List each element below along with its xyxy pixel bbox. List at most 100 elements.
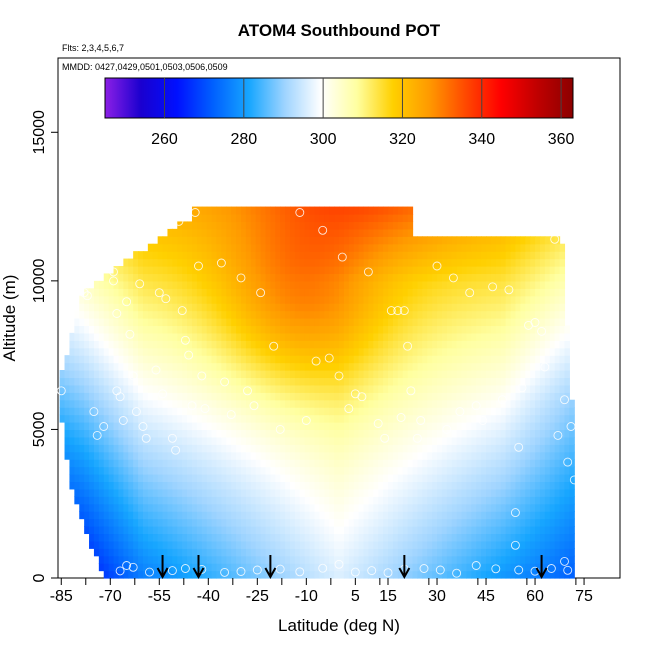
field-cell: [417, 251, 423, 260]
field-cell: [123, 362, 129, 371]
field-cell: [549, 340, 556, 349]
field-cell: [353, 436, 360, 445]
field-cell: [549, 496, 556, 505]
field-cell: [520, 347, 526, 356]
field-cell: [461, 422, 468, 431]
field-cell: [285, 206, 291, 215]
field-cell: [549, 295, 556, 304]
field-cell: [451, 451, 458, 460]
field-cell: [265, 474, 271, 483]
field-cell: [383, 362, 389, 371]
field-cell: [559, 444, 566, 453]
field-cell: [221, 511, 227, 520]
field-cell: [74, 325, 80, 334]
field-cell: [378, 355, 384, 364]
field-cell: [211, 206, 218, 215]
field-cell: [128, 280, 134, 289]
field-cell: [339, 422, 345, 431]
field-cell: [432, 533, 438, 542]
field-cell: [142, 474, 149, 483]
field-cell: [138, 399, 144, 408]
field-cell: [270, 436, 276, 445]
field-cell: [378, 236, 384, 245]
field-cell: [417, 422, 423, 431]
field-cell: [167, 518, 173, 527]
field-cell: [554, 377, 561, 386]
field-cell: [255, 288, 262, 297]
field-cell: [417, 474, 423, 483]
field-cell: [481, 295, 487, 304]
sample-point: [135, 279, 145, 289]
field-cell: [373, 511, 379, 520]
field-cell: [255, 563, 262, 572]
field-cell: [363, 496, 370, 505]
field-cell: [339, 451, 345, 460]
field-cell: [206, 444, 213, 453]
field-cell: [216, 518, 222, 527]
field-cell: [304, 377, 311, 386]
field-cell: [221, 340, 227, 349]
field-cell: [486, 533, 492, 542]
field-cell: [294, 436, 301, 445]
field-cell: [329, 251, 335, 260]
field-cell: [152, 318, 159, 327]
field-cell: [236, 503, 242, 512]
field-cell: [255, 422, 262, 431]
field-cell: [167, 466, 173, 475]
field-cell: [324, 340, 330, 349]
field-cell: [510, 384, 517, 393]
sample-point: [275, 564, 285, 574]
field-cell: [299, 399, 306, 408]
field-cell: [383, 258, 389, 267]
field-cell: [74, 474, 80, 483]
field-cell: [530, 280, 536, 289]
field-cell: [133, 288, 139, 297]
field-cell: [334, 384, 340, 393]
field-cell: [407, 414, 414, 423]
field-cell: [64, 407, 71, 416]
field-cell: [84, 481, 90, 490]
field-cell: [245, 340, 252, 349]
field-cell: [211, 340, 218, 349]
field-cell: [285, 384, 291, 393]
field-cell: [157, 399, 164, 408]
field-cell: [280, 533, 286, 542]
field-cell: [309, 488, 316, 497]
field-cell: [240, 340, 247, 349]
field-cell: [339, 273, 345, 282]
field-cell: [177, 444, 183, 453]
field-cell: [142, 258, 149, 267]
field-cell: [554, 563, 561, 572]
field-cell: [191, 355, 198, 364]
field-cell: [486, 481, 492, 490]
sample-point: [79, 288, 89, 298]
field-cell: [569, 570, 575, 579]
field-cell: [275, 310, 281, 319]
field-cell: [539, 548, 546, 557]
potential-temperature-field: [59, 206, 575, 579]
field-cell: [564, 377, 570, 386]
field-cell: [128, 503, 134, 512]
field-cell: [554, 496, 561, 505]
field-cell: [182, 422, 188, 431]
field-cell: [221, 555, 227, 564]
field-cell: [89, 429, 95, 438]
field-cell: [187, 407, 193, 416]
field-cell: [388, 496, 394, 505]
field-cell: [177, 325, 183, 334]
field-cell: [98, 548, 105, 557]
field-cell: [530, 362, 536, 371]
field-cell: [191, 407, 198, 416]
field-cell: [177, 251, 183, 260]
field-cell: [79, 325, 85, 334]
field-cell: [495, 340, 502, 349]
field-cell: [392, 392, 399, 401]
field-cell: [152, 511, 159, 520]
field-cell: [427, 526, 433, 535]
field-cell: [74, 377, 80, 386]
field-cell: [339, 392, 345, 401]
field-cell: [128, 563, 134, 572]
field-cell: [495, 429, 502, 438]
field-cell: [211, 318, 218, 327]
field-cell: [486, 503, 492, 512]
